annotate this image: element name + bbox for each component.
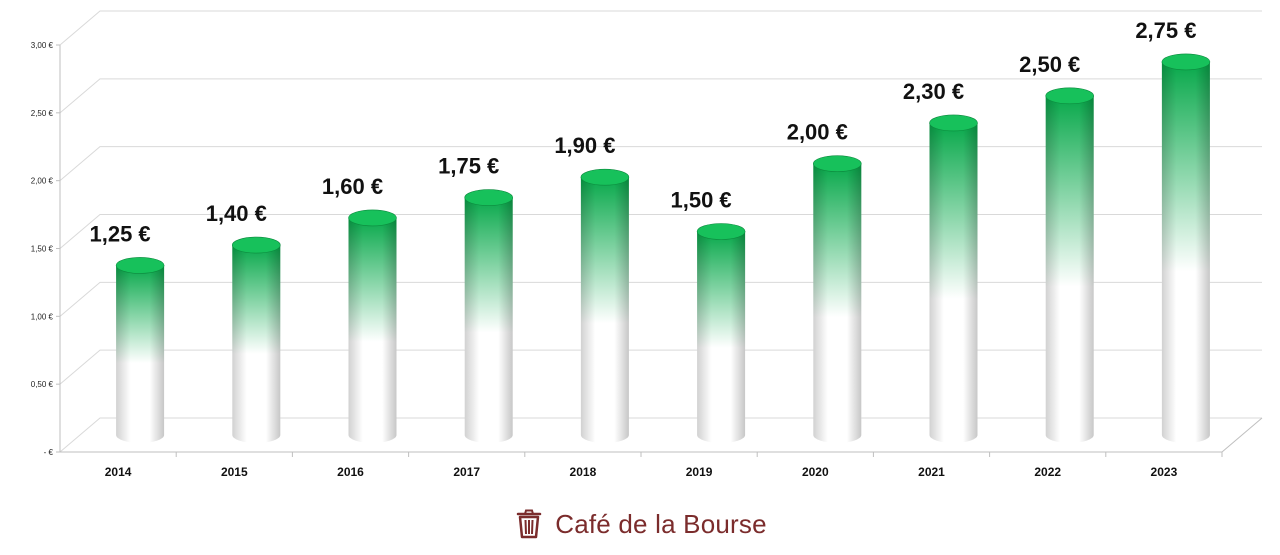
y-tick-label: 1,50 €: [31, 245, 54, 254]
y-tick-label: 2,00 €: [31, 177, 54, 186]
bar: [929, 114, 978, 443]
bar: [464, 189, 514, 443]
value-label: 2,00 €: [787, 120, 848, 145]
bars: [115, 53, 1211, 444]
gridline: [59, 349, 1262, 385]
brand-footer: Café de la Bourse: [0, 503, 1280, 545]
axes: [56, 44, 1263, 457]
gridline: [59, 78, 1262, 114]
gridline: [59, 214, 1262, 249]
bar: [1045, 87, 1094, 443]
y-tick-label: 2,50 €: [31, 109, 54, 118]
x-tick-label: 2017: [453, 465, 480, 479]
bar: [812, 155, 862, 443]
value-label: 1,75 €: [438, 154, 499, 179]
dividend-bar-chart: - € 0,50 € 1,00 € 1,50 € 2,00 € 2,50 € 3,00 € 1…: [31, 10, 1263, 479]
y-tick-label: 1,00 €: [31, 312, 54, 321]
value-label: 2,75 €: [1135, 18, 1196, 43]
gridline: [59, 417, 1262, 453]
bar: [580, 168, 630, 443]
value-label: 1,50 €: [671, 188, 732, 213]
x-tick-label: 2016: [337, 465, 364, 479]
gridline: [59, 281, 1262, 317]
x-tick-label: 2018: [570, 465, 597, 479]
x-tick-label: 2015: [221, 465, 248, 479]
x-tick-label: 2021: [918, 465, 945, 479]
gridline: [59, 146, 1262, 182]
value-label: 2,30 €: [903, 79, 964, 104]
y-tick-label: 3,00 €: [31, 41, 54, 50]
bar: [696, 223, 746, 443]
bar: [231, 236, 281, 443]
gridlines: [59, 10, 1262, 453]
value-label: 1,25 €: [90, 221, 151, 246]
value-label: 1,90 €: [554, 133, 615, 158]
brand-name: Café de la Bourse: [555, 508, 767, 539]
x-tick-label: 2019: [686, 465, 713, 479]
bar: [1161, 53, 1211, 444]
value-label: 2,50 €: [1019, 52, 1080, 77]
gridline: [59, 10, 1262, 46]
y-tick-label: - €: [44, 448, 54, 457]
labels: - € 0,50 € 1,00 € 1,50 € 2,00 € 2,50 € 3,00 € 1…: [31, 18, 1197, 479]
y-tick-label: 0,50 €: [31, 380, 54, 389]
x-tick-label: 2022: [1034, 465, 1061, 479]
x-tick-label: 2020: [802, 465, 829, 479]
bar: [115, 257, 165, 443]
value-label: 1,40 €: [206, 201, 267, 226]
x-tick-label: 2023: [1151, 465, 1178, 479]
trash-can-logo-icon: [516, 509, 542, 539]
bar: [348, 209, 397, 443]
value-label: 1,60 €: [322, 174, 383, 199]
x-tick-label: 2014: [105, 465, 132, 479]
